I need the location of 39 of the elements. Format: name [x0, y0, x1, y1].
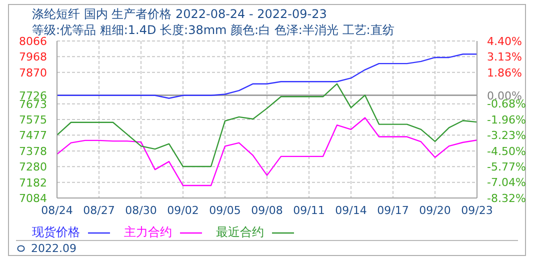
y2-tick-label: -8.32% [487, 192, 526, 205]
y-tick-label: 7280 [19, 160, 47, 174]
x-tick-label: 09/02 [167, 204, 199, 217]
x-tick-label: 09/20 [419, 204, 451, 217]
line-series [56, 117, 478, 186]
x-tick-label: 08/24 [41, 204, 73, 217]
x-tick-label: 09/05 [209, 204, 241, 217]
y2-tick-label: -1.96% [487, 114, 526, 126]
y-tick-label: 7378 [19, 144, 47, 158]
y2-tick-label: -7.04% [487, 176, 526, 190]
chart-title: 涤纶短纤 国内 生产者价格 2022-08-24 - 2022-09-23 [32, 6, 327, 23]
x-tick-label: 08/27 [83, 204, 115, 217]
y2-tick-label: -0.68% [487, 98, 526, 111]
y2-tick-label: 4.40% [487, 35, 522, 48]
y-tick-label: 7084 [19, 192, 47, 205]
x-tick-label: 09/14 [335, 204, 367, 217]
y2-tick-label: -3.23% [487, 129, 526, 142]
chart-subtitle: 等级:优等品 粗细:1.4D 长度:38mm 颜色:白 色泽:半消光 工艺:直纺 [32, 22, 394, 37]
line-series [56, 83, 478, 168]
y-tick-label: 7182 [19, 176, 47, 190]
x-tick-label: 08/30 [125, 204, 157, 217]
text: 2022.09 [31, 242, 76, 255]
y2-tick-label: 3.13% [487, 50, 522, 64]
y-tick-label: 8066 [19, 35, 47, 48]
y-tick-label: 7870 [19, 66, 47, 80]
legend-label: 主力合约 [124, 224, 172, 241]
x-tick-label: 09/11 [293, 204, 325, 217]
y2-tick-label: 1.86% [487, 66, 522, 80]
y-tick-label: 7477 [19, 129, 47, 142]
legend-label: 现货价格 [32, 224, 80, 241]
y-tick-label: 7968 [19, 50, 47, 64]
x-tick-label: 09/17 [377, 204, 409, 217]
y2-tick-label: -5.77% [487, 160, 526, 174]
y-tick-label: 7575 [19, 114, 47, 126]
x-tick-label: 09/23 [461, 204, 493, 217]
line-series [56, 54, 478, 99]
x-tick-label: 09/08 [251, 204, 283, 217]
legend-label: 最近合约 [216, 224, 264, 241]
y2-tick-label: -4.50% [487, 144, 526, 158]
